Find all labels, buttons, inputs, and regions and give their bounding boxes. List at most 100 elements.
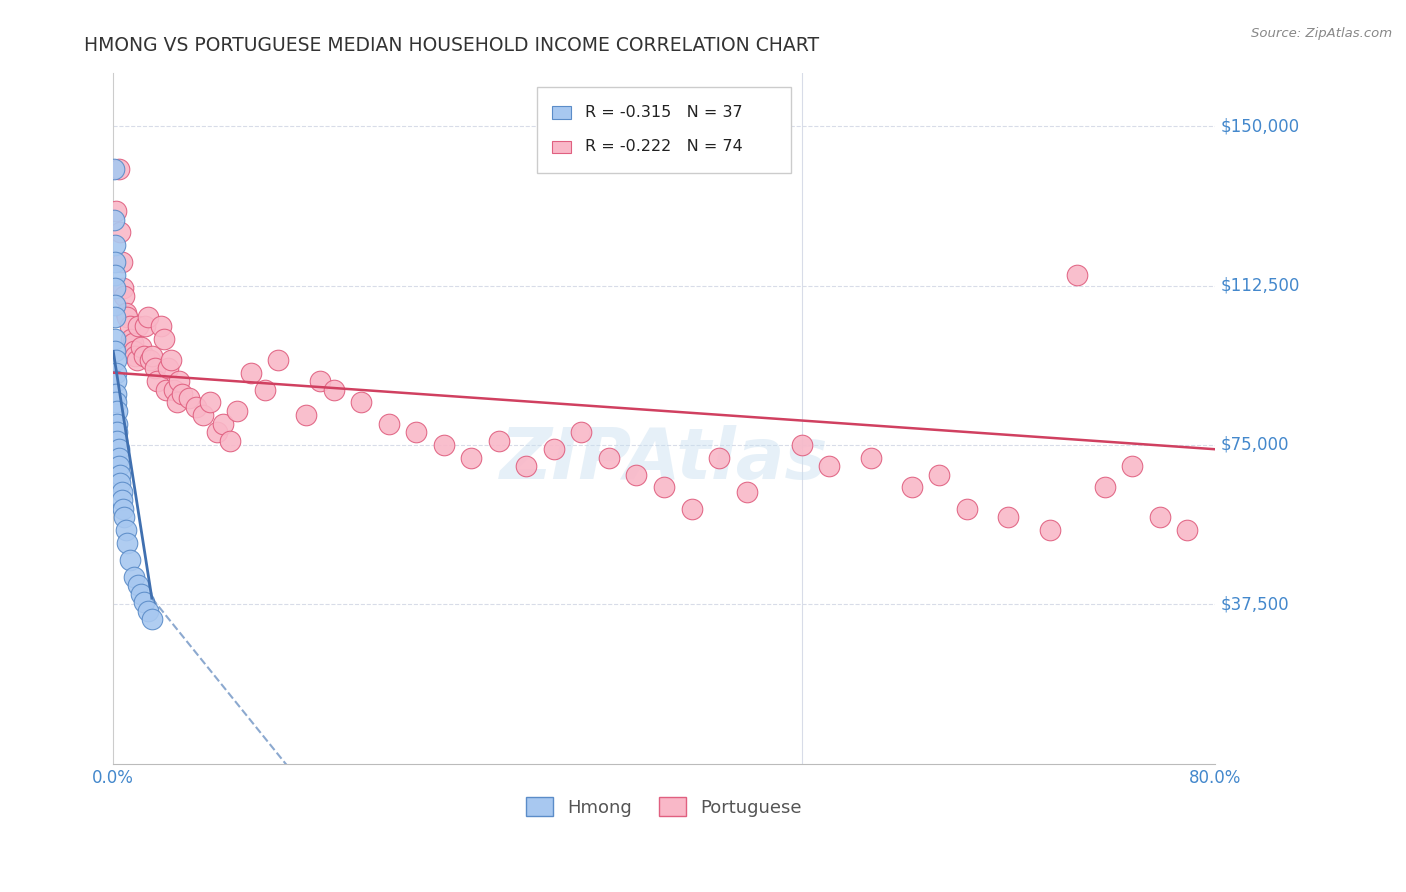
- Point: [120, 332, 142, 346]
- Point: [118, 318, 141, 333]
- Text: $150,000: $150,000: [1220, 117, 1299, 135]
- Point: [112, 510, 135, 524]
- FancyBboxPatch shape: [551, 141, 571, 153]
- Point: [350, 395, 373, 409]
- Point: [115, 310, 138, 325]
- Point: [104, 298, 127, 312]
- Point: [136, 310, 159, 325]
- Point: [104, 268, 127, 282]
- Point: [163, 383, 186, 397]
- Point: [598, 450, 620, 465]
- Point: [104, 281, 127, 295]
- Point: [122, 570, 145, 584]
- Point: [1094, 481, 1116, 495]
- Point: [515, 459, 537, 474]
- Point: [114, 306, 136, 320]
- Point: [132, 349, 155, 363]
- Text: HMONG VS PORTUGUESE MEDIAN HOUSEHOLD INCOME CORRELATION CHART: HMONG VS PORTUGUESE MEDIAN HOUSEHOLD INC…: [84, 36, 820, 54]
- Point: [267, 353, 290, 368]
- Point: [115, 535, 138, 549]
- Point: [153, 332, 176, 346]
- Point: [136, 604, 159, 618]
- Point: [997, 510, 1019, 524]
- Point: [818, 459, 841, 474]
- Point: [104, 255, 127, 269]
- Point: [105, 425, 128, 440]
- Point: [377, 417, 399, 431]
- Point: [652, 481, 675, 495]
- Point: [103, 161, 125, 176]
- Text: R = -0.315   N = 37: R = -0.315 N = 37: [585, 105, 742, 120]
- Point: [735, 484, 758, 499]
- Point: [184, 400, 207, 414]
- Point: [901, 481, 924, 495]
- Point: [105, 404, 128, 418]
- Point: [134, 318, 156, 333]
- Point: [205, 425, 228, 440]
- Point: [150, 318, 173, 333]
- Point: [571, 425, 593, 440]
- Text: $37,500: $37,500: [1220, 595, 1289, 614]
- Legend: Hmong, Portuguese: Hmong, Portuguese: [519, 790, 810, 824]
- Text: $75,000: $75,000: [1220, 436, 1289, 454]
- Point: [139, 353, 162, 368]
- Point: [177, 391, 200, 405]
- Point: [198, 395, 221, 409]
- Point: [460, 450, 482, 465]
- Point: [103, 212, 125, 227]
- Point: [118, 553, 141, 567]
- Point: [104, 238, 127, 252]
- Point: [172, 387, 194, 401]
- Point: [543, 442, 565, 457]
- Point: [155, 383, 177, 397]
- Point: [105, 395, 128, 409]
- Point: [212, 417, 235, 431]
- Point: [105, 417, 128, 431]
- Point: [956, 501, 979, 516]
- Text: $112,500: $112,500: [1220, 277, 1299, 294]
- Point: [127, 318, 149, 333]
- Point: [169, 374, 191, 388]
- Point: [433, 438, 456, 452]
- Point: [143, 361, 166, 376]
- Point: [681, 501, 703, 516]
- Point: [105, 353, 128, 368]
- FancyBboxPatch shape: [551, 106, 571, 119]
- Point: [105, 366, 128, 380]
- Point: [105, 434, 128, 448]
- Point: [308, 374, 330, 388]
- Point: [928, 467, 950, 482]
- Point: [107, 442, 129, 457]
- Point: [111, 281, 134, 295]
- Point: [1175, 523, 1198, 537]
- Point: [191, 408, 214, 422]
- Point: [253, 383, 276, 397]
- Point: [105, 387, 128, 401]
- Point: [129, 587, 152, 601]
- Point: [107, 161, 129, 176]
- Point: [129, 340, 152, 354]
- Point: [141, 349, 163, 363]
- Point: [132, 595, 155, 609]
- Point: [790, 438, 813, 452]
- Point: [707, 450, 730, 465]
- Point: [859, 450, 882, 465]
- Point: [146, 374, 169, 388]
- Point: [1121, 459, 1143, 474]
- Point: [108, 476, 131, 491]
- Point: [405, 425, 427, 440]
- Point: [121, 335, 143, 350]
- Point: [295, 408, 318, 422]
- Point: [226, 404, 249, 418]
- Point: [160, 353, 183, 368]
- Text: R = -0.222   N = 74: R = -0.222 N = 74: [585, 139, 742, 154]
- Point: [1066, 268, 1088, 282]
- Point: [322, 383, 344, 397]
- Point: [105, 374, 128, 388]
- Point: [122, 344, 145, 359]
- Point: [111, 501, 134, 516]
- Point: [127, 578, 149, 592]
- Point: [104, 344, 127, 359]
- Point: [1038, 523, 1060, 537]
- Point: [112, 289, 135, 303]
